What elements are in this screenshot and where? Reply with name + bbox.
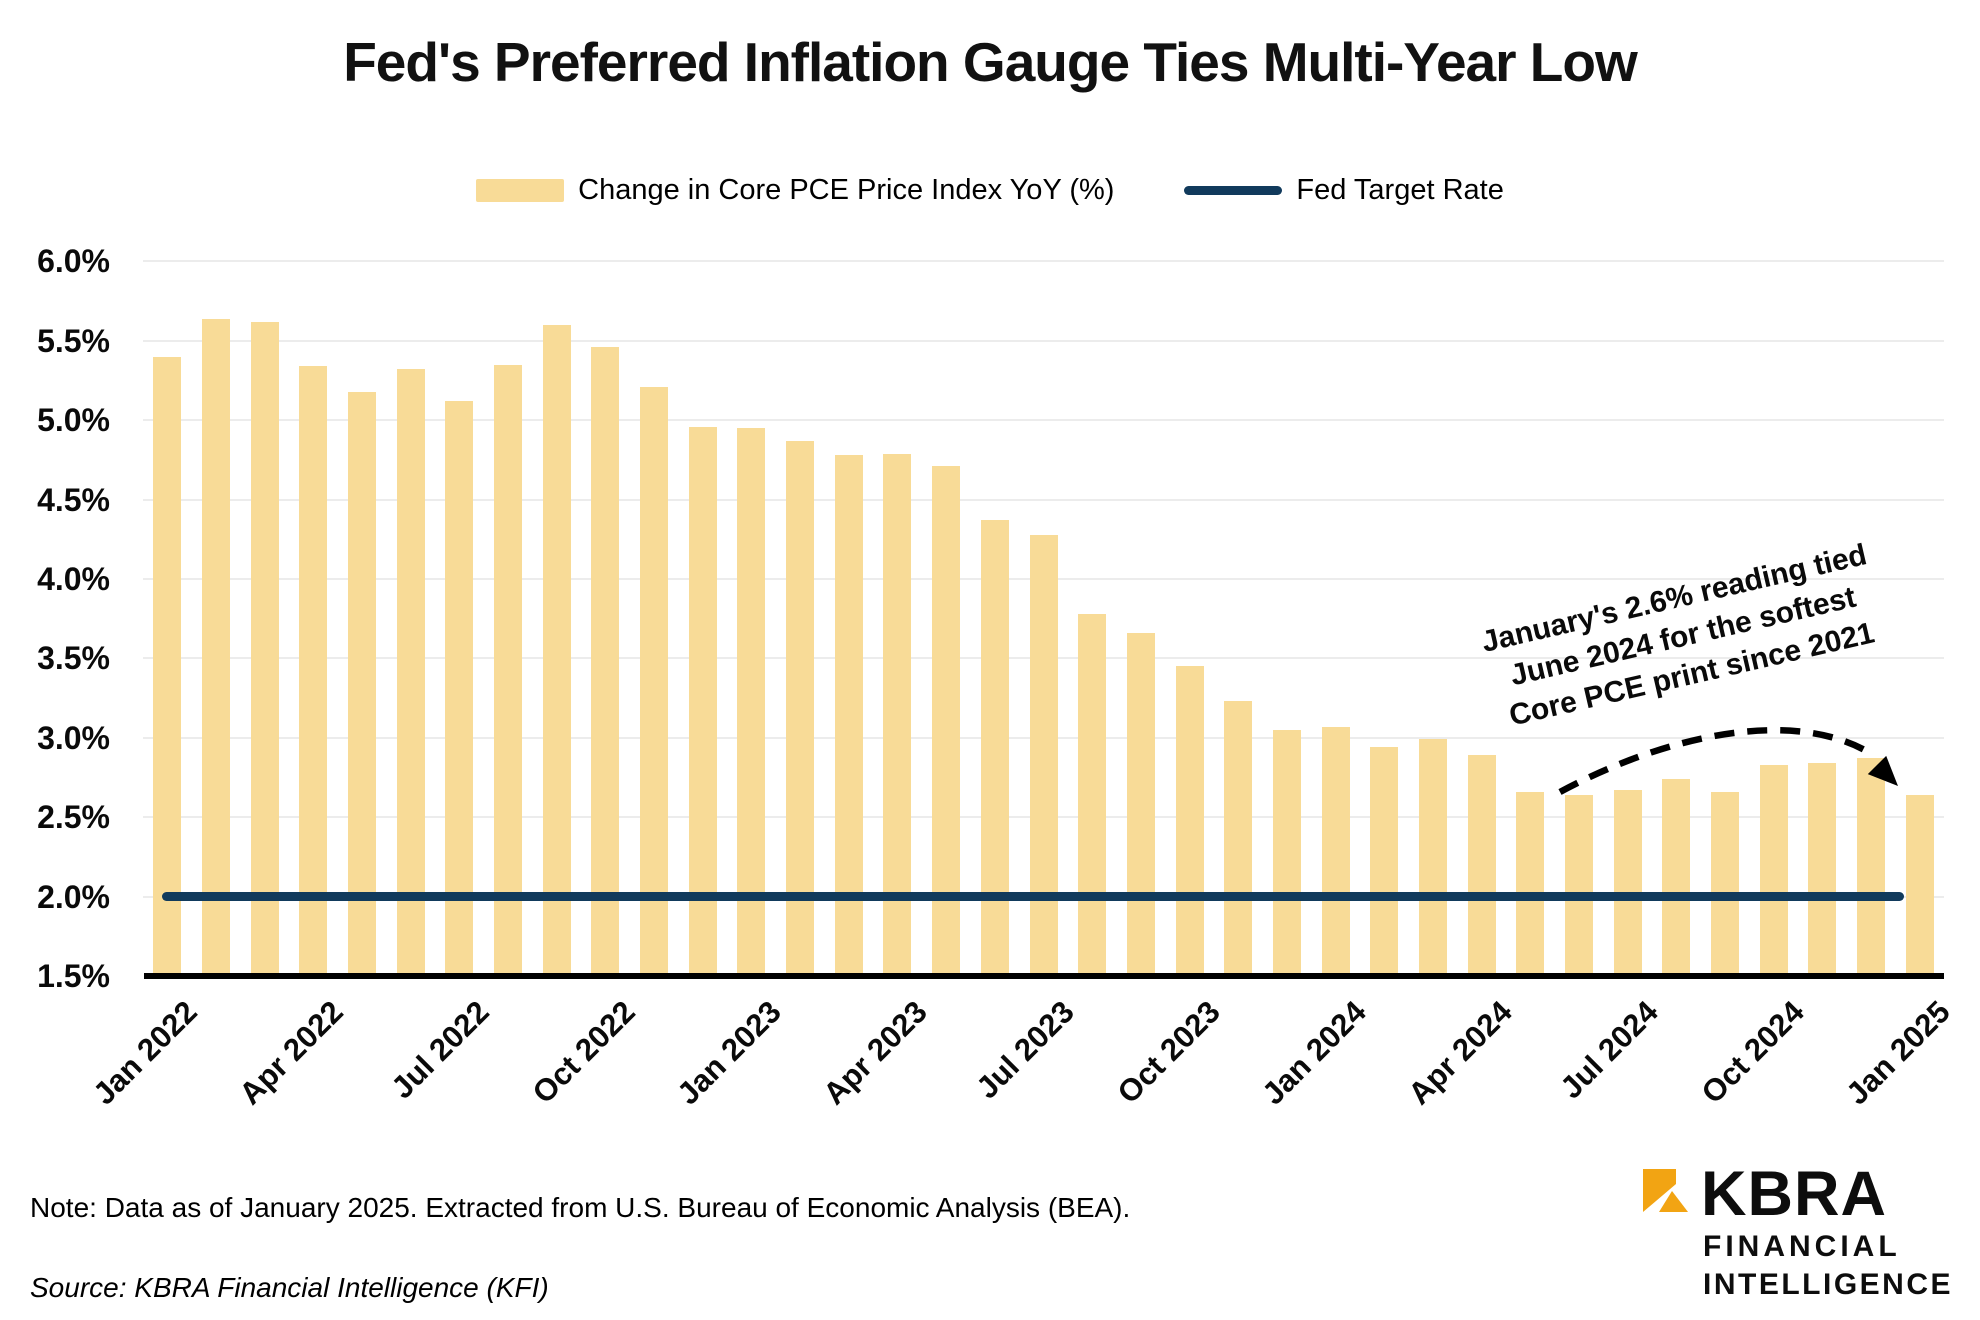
gridline-4.5 xyxy=(143,498,1944,501)
x-tick-label: Oct 2022 xyxy=(526,994,643,1111)
bar-May-2022 xyxy=(348,391,377,974)
bar-Feb-2024 xyxy=(1370,747,1399,974)
legend-line-label: Fed Target Rate xyxy=(1296,173,1504,206)
kbra-logo-brand: KBRA xyxy=(1701,1159,1887,1229)
bar-May-2024 xyxy=(1516,791,1545,974)
bar-Nov-2022 xyxy=(640,386,669,974)
bar-Aug-2022 xyxy=(494,364,523,974)
x-tick-label: Jan 2025 xyxy=(1839,994,1957,1112)
bar-May-2023 xyxy=(932,466,961,974)
bar-Aug-2024 xyxy=(1662,779,1691,974)
kbra-logo-financial: FINANCIAL xyxy=(1703,1230,1901,1263)
bar-Mar-2024 xyxy=(1418,739,1447,974)
bar-Sep-2022 xyxy=(542,324,571,974)
legend-line-swatch xyxy=(1184,185,1283,195)
y-tick-label: 5.0% xyxy=(37,402,110,439)
bar-Apr-2024 xyxy=(1467,755,1496,974)
x-tick-label: Jul 2024 xyxy=(1553,994,1665,1106)
bar-Dec-2022 xyxy=(688,426,717,974)
bar-Sep-2023 xyxy=(1126,632,1155,974)
bar-Dec-2023 xyxy=(1272,729,1301,974)
gridline-5.5 xyxy=(143,339,1944,342)
bar-Jun-2024 xyxy=(1564,794,1593,974)
x-tick-label: Jan 2024 xyxy=(1254,994,1373,1112)
bar-Jul-2023 xyxy=(1029,534,1058,974)
x-tick-label: Jul 2023 xyxy=(968,994,1081,1106)
gridline-6.0 xyxy=(143,260,1944,263)
y-tick-label: 4.5% xyxy=(37,481,110,518)
x-tick-label: Jul 2022 xyxy=(384,994,497,1106)
bar-Jul-2024 xyxy=(1613,790,1642,974)
y-tick-label: 6.0% xyxy=(37,243,110,280)
y-tick-label: 5.5% xyxy=(37,322,110,359)
x-tick-label: Apr 2024 xyxy=(1400,994,1519,1112)
x-axis-line xyxy=(144,973,1944,979)
y-tick-label: 3.0% xyxy=(37,719,110,756)
gridline-5.0 xyxy=(143,419,1944,422)
bar-Jan-2023 xyxy=(737,428,766,974)
y-tick-label: 3.5% xyxy=(37,640,110,677)
y-tick-label: 1.5% xyxy=(37,958,110,994)
bar-Jun-2023 xyxy=(980,520,1009,974)
bar-Jun-2022 xyxy=(396,369,425,974)
x-tick-label: Oct 2024 xyxy=(1694,994,1811,1111)
bar-Jan-2022 xyxy=(153,356,182,974)
x-tick-label: Oct 2023 xyxy=(1110,994,1227,1111)
bar-Apr-2023 xyxy=(883,453,912,974)
bar-Jul-2022 xyxy=(445,401,474,974)
kbra-logo-icon xyxy=(1643,1169,1688,1212)
fed-target-rate-line xyxy=(162,892,1904,902)
bar-Oct-2022 xyxy=(591,347,620,974)
bar-Nov-2024 xyxy=(1808,763,1837,974)
x-tick-label: Jan 2023 xyxy=(670,994,789,1112)
y-tick-label: 4.0% xyxy=(37,561,110,597)
bar-Mar-2022 xyxy=(250,321,279,974)
note-text: Note: Data as of January 2025. Extracted… xyxy=(30,1192,1131,1223)
bar-Nov-2023 xyxy=(1224,701,1253,974)
legend: Change in Core PCE Price Index YoY (%) F… xyxy=(0,168,1980,212)
y-tick-label: 2.5% xyxy=(37,799,110,836)
y-tick-label: 2.0% xyxy=(37,878,110,915)
bar-Aug-2023 xyxy=(1078,613,1107,974)
chart-title: Fed's Preferred Inflation Gauge Ties Mul… xyxy=(343,31,1638,93)
bar-Oct-2023 xyxy=(1175,666,1204,974)
legend-bar-swatch xyxy=(476,178,565,202)
bar-Sep-2024 xyxy=(1710,791,1739,974)
x-tick-label: Apr 2023 xyxy=(816,994,935,1112)
kbra-logo-intelligence: INTELLIGENCE xyxy=(1703,1268,1954,1301)
bar-Mar-2023 xyxy=(834,455,863,974)
bar-Feb-2023 xyxy=(786,440,815,974)
arrowhead-icon xyxy=(1867,755,1898,786)
bar-Dec-2024 xyxy=(1856,758,1885,974)
x-tick-label: Apr 2022 xyxy=(232,994,351,1112)
bar-Oct-2024 xyxy=(1759,764,1788,974)
bar-Jan-2025 xyxy=(1905,794,1934,974)
x-tick-label: Jan 2022 xyxy=(86,994,205,1112)
bar-Apr-2022 xyxy=(299,366,328,974)
bar-Feb-2022 xyxy=(202,318,230,974)
bar-Jan-2024 xyxy=(1321,726,1350,974)
legend-bar-label: Change in Core PCE Price Index YoY (%) xyxy=(578,173,1115,206)
annotation-arrow xyxy=(1558,727,1898,795)
source-text: Source: KBRA Financial Intelligence (KFI… xyxy=(30,1272,549,1303)
